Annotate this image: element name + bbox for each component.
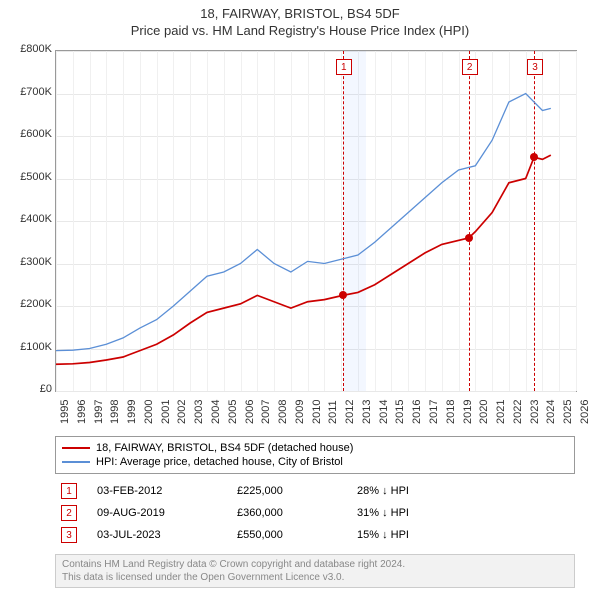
x-axis-label: 2014 [378, 400, 390, 424]
x-axis-label: 2013 [361, 400, 373, 424]
x-axis-label: 2021 [495, 400, 507, 424]
transaction-price: £360,000 [237, 507, 337, 519]
y-axis-label: £800K [4, 43, 52, 55]
x-axis-label: 2003 [193, 400, 205, 424]
x-axis-label: 2018 [445, 400, 457, 424]
x-axis-label: 2006 [244, 400, 256, 424]
credits: Contains HM Land Registry data © Crown c… [55, 554, 575, 588]
plot-area: 1 2 3 [55, 50, 577, 392]
transaction-date: 09-AUG-2019 [97, 507, 217, 519]
legend-swatch [62, 461, 90, 463]
x-axis-label: 2016 [411, 400, 423, 424]
chart-subtitle: Price paid vs. HM Land Registry's House … [0, 21, 600, 46]
marker-badge: 3 [61, 527, 77, 543]
x-axis-label: 2004 [210, 400, 222, 424]
legend-item: 18, FAIRWAY, BRISTOL, BS4 5DF (detached … [62, 441, 568, 455]
marker-badge: 2 [61, 505, 77, 521]
y-axis-label: £600K [4, 128, 52, 140]
x-axis-label: 2019 [462, 400, 474, 424]
legend-label: HPI: Average price, detached house, City… [96, 456, 343, 468]
x-axis-label: 2024 [545, 400, 557, 424]
legend-swatch [62, 447, 90, 449]
y-axis-label: £200K [4, 298, 52, 310]
line-series-svg [56, 51, 576, 391]
transaction-date: 03-FEB-2012 [97, 485, 217, 497]
transaction-price: £550,000 [237, 529, 337, 541]
legend: 18, FAIRWAY, BRISTOL, BS4 5DF (detached … [55, 436, 575, 474]
transaction-pct: 31% ↓ HPI [357, 507, 457, 519]
credits-line: This data is licensed under the Open Gov… [62, 571, 568, 584]
y-axis-label: £0 [4, 383, 52, 395]
y-axis-label: £400K [4, 213, 52, 225]
x-axis-label: 1997 [93, 400, 105, 424]
chart-container: 18, FAIRWAY, BRISTOL, BS4 5DF Price paid… [0, 0, 600, 590]
y-axis-label: £100K [4, 341, 52, 353]
credits-line: Contains HM Land Registry data © Crown c… [62, 558, 568, 571]
transaction-pct: 15% ↓ HPI [357, 529, 457, 541]
y-axis-label: £300K [4, 256, 52, 268]
y-axis-label: £500K [4, 171, 52, 183]
x-axis-label: 2002 [176, 400, 188, 424]
table-row: 3 03-JUL-2023 £550,000 15% ↓ HPI [55, 524, 575, 546]
x-axis-label: 1999 [126, 400, 138, 424]
x-axis-label: 2025 [562, 400, 574, 424]
y-axis-label: £700K [4, 86, 52, 98]
x-axis-label: 2017 [428, 400, 440, 424]
x-axis-label: 2011 [327, 400, 339, 424]
transaction-pct: 28% ↓ HPI [357, 485, 457, 497]
legend-item: HPI: Average price, detached house, City… [62, 455, 568, 469]
chart-marker: 2 [462, 59, 478, 75]
x-axis-label: 2009 [294, 400, 306, 424]
chart-marker: 3 [527, 59, 543, 75]
x-axis-label: 2007 [260, 400, 272, 424]
x-axis-label: 2005 [227, 400, 239, 424]
table-row: 2 09-AUG-2019 £360,000 31% ↓ HPI [55, 502, 575, 524]
x-axis-label: 2015 [394, 400, 406, 424]
x-axis-label: 2020 [478, 400, 490, 424]
x-axis-label: 2010 [311, 400, 323, 424]
x-axis-label: 1996 [76, 400, 88, 424]
transaction-price: £225,000 [237, 485, 337, 497]
table-row: 1 03-FEB-2012 £225,000 28% ↓ HPI [55, 480, 575, 502]
transaction-date: 03-JUL-2023 [97, 529, 217, 541]
marker-badge: 1 [61, 483, 77, 499]
x-axis-label: 1995 [59, 400, 71, 424]
x-axis-label: 2012 [344, 400, 356, 424]
x-axis-label: 1998 [109, 400, 121, 424]
x-axis-label: 2008 [277, 400, 289, 424]
chart-title: 18, FAIRWAY, BRISTOL, BS4 5DF [0, 0, 600, 21]
x-axis-label: 2000 [143, 400, 155, 424]
legend-label: 18, FAIRWAY, BRISTOL, BS4 5DF (detached … [96, 442, 353, 454]
transactions-table: 1 03-FEB-2012 £225,000 28% ↓ HPI 2 09-AU… [55, 480, 575, 546]
x-axis-label: 2026 [579, 400, 591, 424]
x-axis-label: 2023 [529, 400, 541, 424]
x-axis-label: 2022 [512, 400, 524, 424]
x-axis-label: 2001 [160, 400, 172, 424]
chart-marker: 1 [336, 59, 352, 75]
